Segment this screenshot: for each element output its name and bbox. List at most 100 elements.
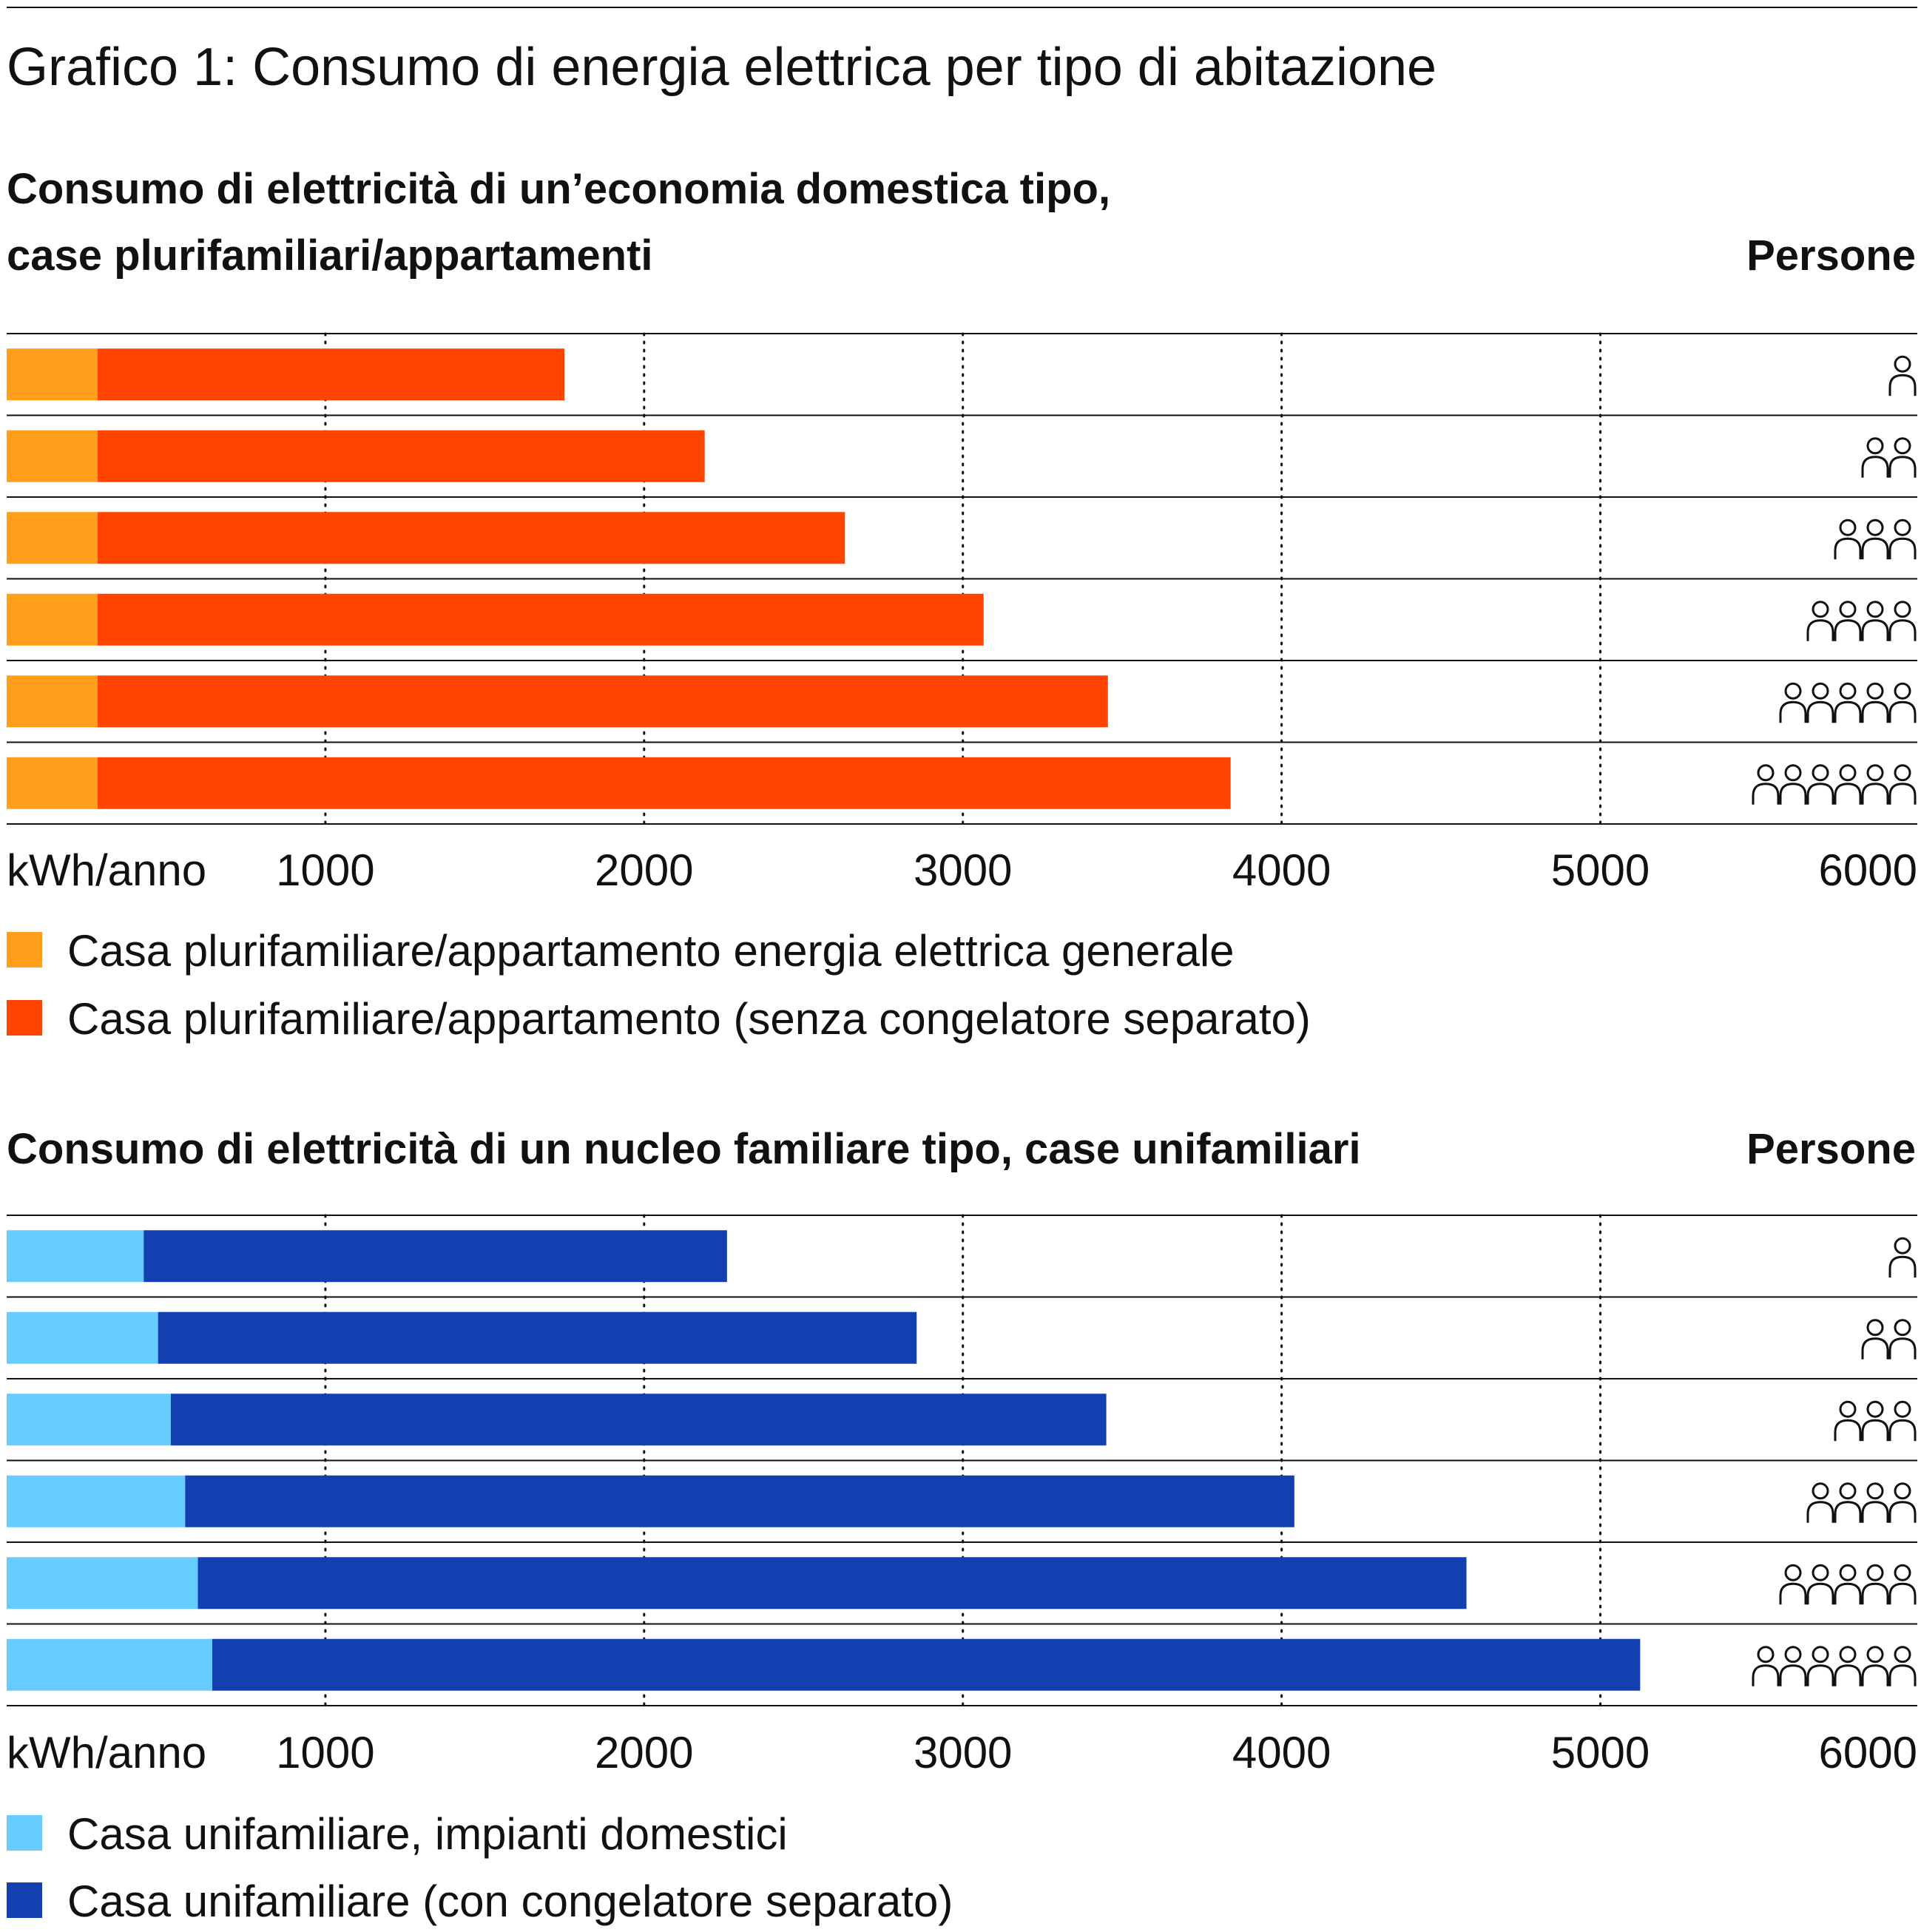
persons-icon-group-1 xyxy=(1888,355,1917,396)
legend-swatch-no-freezer xyxy=(7,1000,42,1036)
person-head xyxy=(1894,519,1911,536)
bar-1-persons-series-2 xyxy=(97,348,565,401)
person-body xyxy=(1888,456,1917,478)
person-body xyxy=(1888,1255,1917,1278)
person-body xyxy=(1861,783,1889,805)
bar-3-persons-series-1 xyxy=(7,1394,171,1446)
person-head xyxy=(1894,682,1911,700)
person-icon xyxy=(1861,764,1889,805)
legend-label-with-freezer: Casa unifamiliare (con congelatore separ… xyxy=(67,1877,953,1926)
bar-2-persons-series-1 xyxy=(7,1311,158,1364)
panel-2-person-icons xyxy=(1752,1237,1917,1686)
person-head xyxy=(1894,1482,1911,1500)
panel-apartments: Consumo di elettricità di un’economia do… xyxy=(7,165,1917,1044)
person-head xyxy=(1866,1564,1884,1581)
person-head xyxy=(1894,437,1911,455)
panel-single-family: Consumo di elettricità di un nucleo fami… xyxy=(7,1125,1917,1926)
person-head xyxy=(1894,1319,1911,1337)
person-head xyxy=(1839,1400,1857,1418)
persons-icon-group-4 xyxy=(1806,1482,1917,1523)
person-head xyxy=(1812,682,1829,700)
panel-1-grid xyxy=(7,332,1917,825)
bar-4-persons-series-1 xyxy=(7,593,98,646)
person-body xyxy=(1834,700,1862,723)
bar-1-persons-series-1 xyxy=(7,1230,144,1283)
person-body xyxy=(1888,374,1917,396)
legend-label-appliances: Casa unifamiliare, impianti domestici xyxy=(67,1809,788,1859)
bar-4-persons-series-2 xyxy=(185,1475,1294,1527)
bar-5-persons-series-2 xyxy=(97,675,1108,728)
person-icon xyxy=(1888,1564,1917,1605)
person-icon xyxy=(1861,519,1889,560)
person-icon xyxy=(1888,1237,1917,1278)
x-tick-label-3000: 3000 xyxy=(914,845,1012,895)
person-body xyxy=(1861,1419,1889,1442)
persons-icon-group-3 xyxy=(1834,1400,1917,1442)
x-tick-label-2000: 2000 xyxy=(595,845,693,895)
x-tick-label-2000: 2000 xyxy=(595,1728,693,1777)
person-icon xyxy=(1888,1400,1917,1442)
person-icon xyxy=(1779,1646,1807,1686)
person-body xyxy=(1806,700,1834,723)
persons-icon-group-2 xyxy=(1861,437,1917,478)
person-icon xyxy=(1861,1319,1889,1360)
person-icon xyxy=(1888,601,1917,641)
person-icon xyxy=(1861,601,1889,641)
panel-1-bars xyxy=(7,348,1231,809)
person-icon xyxy=(1888,1646,1917,1686)
person-body xyxy=(1834,619,1862,641)
person-body xyxy=(1834,537,1862,560)
person-body xyxy=(1752,1664,1780,1686)
person-icon xyxy=(1779,682,1807,723)
person-icon xyxy=(1888,519,1917,560)
person-icon xyxy=(1834,519,1862,560)
person-head xyxy=(1894,1646,1911,1664)
person-icon xyxy=(1861,1564,1889,1605)
person-icon xyxy=(1861,437,1889,478)
bar-6-persons-series-1 xyxy=(7,1638,212,1691)
person-icon xyxy=(1834,764,1862,805)
person-icon xyxy=(1806,1482,1834,1523)
bar-5-persons-series-1 xyxy=(7,675,98,728)
x-tick-label-1000: 1000 xyxy=(276,845,374,895)
persons-icon-group-6 xyxy=(1752,764,1917,805)
person-head xyxy=(1866,519,1884,536)
person-head xyxy=(1812,601,1829,618)
person-icon xyxy=(1806,1646,1834,1686)
person-body xyxy=(1834,1501,1862,1523)
person-icon xyxy=(1806,764,1834,805)
bar-5-persons-series-1 xyxy=(7,1557,198,1610)
panel-1-persons-label: Persone xyxy=(1746,232,1916,280)
person-icon xyxy=(1834,1400,1862,1442)
bar-2-persons-series-2 xyxy=(97,430,705,482)
panel-1-x-ticks: 1000 2000 3000 4000 5000 6000 xyxy=(276,845,1917,895)
legend-swatch-with-freezer xyxy=(7,1882,42,1918)
person-body xyxy=(1861,456,1889,478)
legend-swatch-general xyxy=(7,932,42,967)
legend-swatch-appliances xyxy=(7,1815,42,1851)
person-head xyxy=(1894,601,1911,618)
person-head xyxy=(1866,1319,1884,1337)
person-body xyxy=(1861,537,1889,560)
x-tick-label-4000: 4000 xyxy=(1232,845,1331,895)
person-head xyxy=(1839,764,1857,782)
panel-2-grid xyxy=(7,1214,1917,1707)
person-body xyxy=(1861,619,1889,641)
x-tick-label-6000: 6000 xyxy=(1819,1728,1917,1777)
person-icon xyxy=(1779,1564,1807,1605)
persons-icon-group-3 xyxy=(1834,519,1917,560)
person-head xyxy=(1894,1564,1911,1581)
bar-2-persons-series-1 xyxy=(7,430,98,482)
bar-3-persons-series-2 xyxy=(170,1394,1107,1446)
persons-icon-group-6 xyxy=(1752,1646,1917,1686)
person-icon xyxy=(1806,1564,1834,1605)
person-head xyxy=(1784,1646,1802,1664)
person-icon xyxy=(1888,764,1917,805)
person-body xyxy=(1752,783,1780,805)
person-icon xyxy=(1888,1482,1917,1523)
bar-6-persons-series-1 xyxy=(7,757,98,809)
person-head xyxy=(1812,1482,1829,1500)
person-icon xyxy=(1806,601,1834,641)
panel-1-legend: Casa plurifamiliare/appartamento energia… xyxy=(7,926,1311,1044)
person-body xyxy=(1888,1419,1917,1442)
